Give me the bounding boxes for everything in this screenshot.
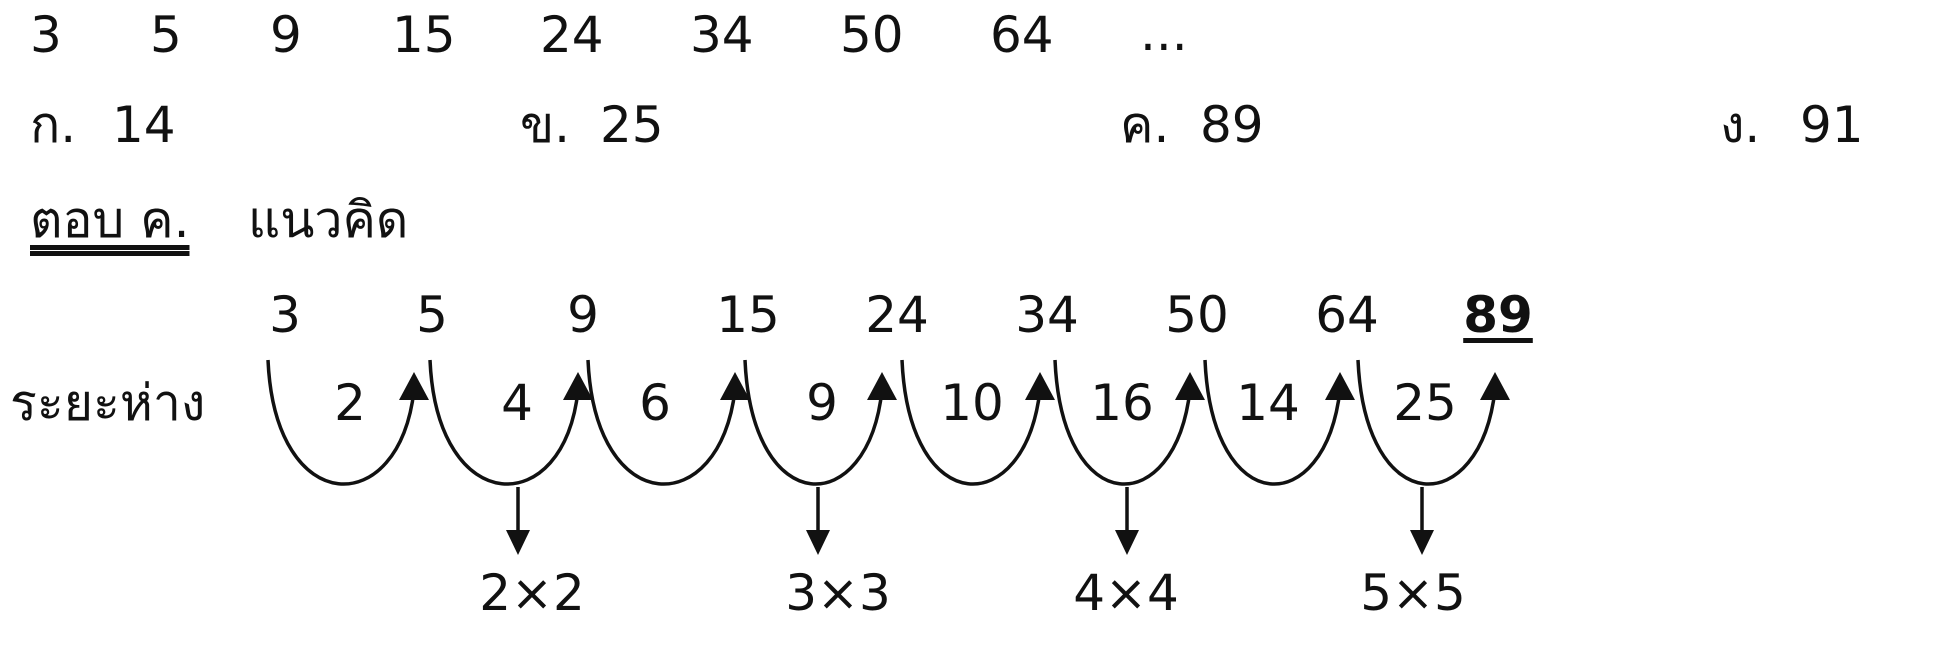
gap-value: 4 — [501, 378, 533, 428]
arrowhead — [806, 530, 830, 555]
arrowhead — [1480, 372, 1510, 400]
arrowhead — [1175, 372, 1205, 400]
arrowhead — [399, 372, 429, 400]
gap-value: 25 — [1393, 378, 1457, 428]
arrowhead — [506, 530, 530, 555]
gap-value: 6 — [639, 378, 671, 428]
gap-value: 2 — [334, 378, 366, 428]
arrowhead — [1115, 530, 1139, 555]
arrowhead — [1025, 372, 1055, 400]
gap-value: 9 — [806, 378, 838, 428]
gap-value: 10 — [940, 378, 1004, 428]
gap-value: 16 — [1090, 378, 1154, 428]
square-label: 4×4 — [1073, 568, 1179, 618]
arrowhead — [1410, 530, 1434, 555]
arrowhead — [1325, 372, 1355, 400]
arrowhead — [867, 372, 897, 400]
square-label: 5×5 — [1360, 568, 1466, 618]
gap-value: 14 — [1236, 378, 1300, 428]
square-label: 2×2 — [479, 568, 585, 618]
square-label: 3×3 — [785, 568, 891, 618]
